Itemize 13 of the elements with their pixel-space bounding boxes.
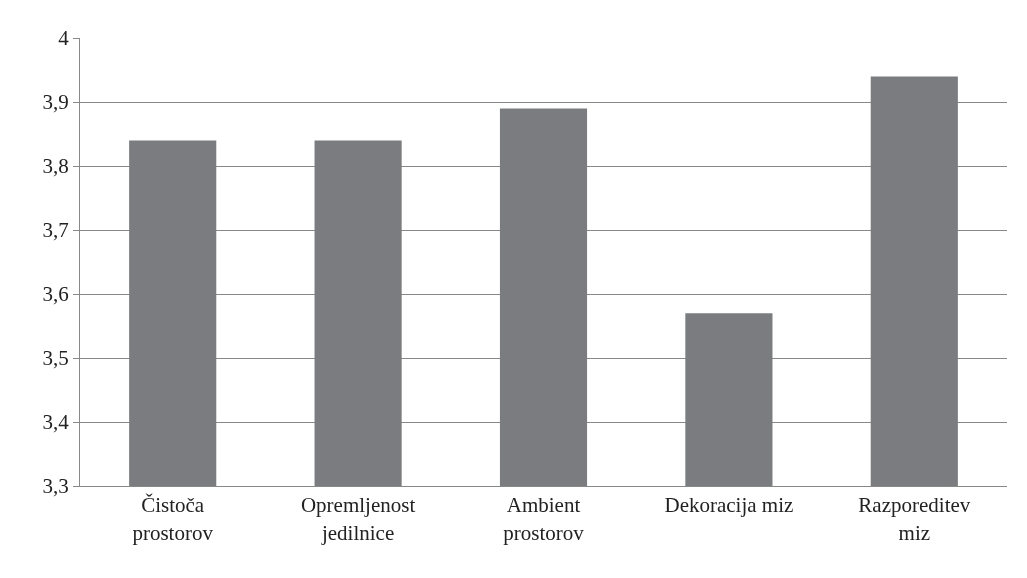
y-tick-label: 3,6 [42,282,69,307]
y-tick-label: 3,5 [42,346,69,371]
y-tick-label: 4 [58,26,70,51]
x-tick-label: Opremljenost jedilnice [300,493,416,545]
x-tick-label: Dekoracija miz [664,493,794,518]
y-tick-label: 3,7 [42,218,69,243]
x-tick-label: Ambient prostorov [503,493,585,545]
y-tick-label: 3,4 [42,410,70,435]
x-tick-label: Razporeditev miz [858,493,971,545]
x-tick-label: Čistoča prostorov [132,493,214,545]
y-tick-label: 3,9 [42,90,69,115]
y-tick-label: 3,3 [42,474,69,499]
y-tick-label: 3,8 [42,154,69,179]
